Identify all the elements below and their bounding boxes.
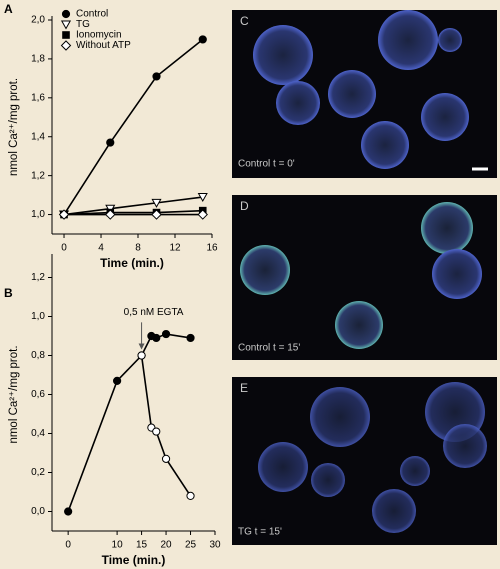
series-line (63, 196, 203, 216)
y-tick-label: 0,4 (31, 428, 45, 439)
x-tick-label: 20 (160, 540, 172, 551)
x-tick-label: 16 (206, 243, 218, 254)
series-line (67, 333, 191, 512)
y-axis-label: nmol Ca²⁺/mg prot. (8, 345, 20, 443)
marker (152, 427, 161, 436)
y-tick-label: 1,0 (31, 311, 45, 322)
y-tick-label: 0,0 (31, 506, 45, 517)
panel-label: E (240, 381, 248, 395)
marker (161, 329, 171, 339)
panel-label: B (4, 286, 13, 300)
series-line (63, 209, 203, 216)
marker (58, 209, 70, 220)
x-tick-label: 25 (185, 540, 197, 551)
legend-marker (60, 40, 72, 51)
legend-marker (60, 20, 72, 30)
y-tick-label: 1,4 (31, 131, 45, 142)
legend-marker (62, 31, 70, 39)
y-tick-label: 1,0 (31, 209, 45, 220)
marker (105, 209, 116, 220)
y-tick-label: 0,6 (31, 389, 45, 400)
marker (151, 198, 162, 208)
x-tick-label: 15 (136, 540, 148, 551)
panel-label: D (240, 199, 249, 213)
marker (151, 209, 162, 220)
marker (152, 333, 161, 343)
image-d (232, 195, 497, 360)
panel-label: C (240, 14, 249, 28)
marker (161, 454, 171, 463)
marker (186, 333, 195, 343)
series-line (63, 38, 204, 215)
marker (197, 193, 208, 203)
marker (137, 351, 146, 360)
y-tick-label: 1,2 (31, 170, 45, 181)
y-tick-label: 1,6 (31, 92, 45, 103)
x-tick-label: 4 (98, 243, 104, 254)
x-tick-label: 12 (169, 243, 181, 254)
marker (106, 138, 115, 147)
panel-label: A (4, 2, 13, 16)
legend-label: Ionomycin (76, 30, 122, 41)
image-e (232, 377, 497, 545)
panel-caption: Control t = 15' (238, 343, 300, 354)
legend-label: Without ATP (76, 40, 131, 51)
x-tick-label: 30 (209, 540, 221, 551)
y-tick-label: 2,0 (31, 15, 45, 26)
legend-label: Control (76, 9, 108, 20)
x-axis-label: Time (min.) (102, 553, 166, 567)
image-c (232, 10, 497, 178)
marker (113, 376, 122, 385)
arrow-head (138, 343, 145, 350)
y-axis-label: nmol Ca²⁺/mg prot. (8, 78, 20, 176)
marker (186, 491, 195, 500)
marker (198, 35, 207, 44)
marker (64, 507, 73, 516)
y-tick-label: 1,8 (31, 54, 45, 65)
x-tick-label: 10 (112, 540, 124, 551)
y-tick-label: 0,8 (31, 350, 45, 361)
legend-label: TG (76, 19, 90, 30)
x-tick-label: 0 (61, 243, 67, 254)
panel-caption: Control t = 0' (238, 159, 295, 170)
annotation: 0,5 nM EGTA (124, 307, 184, 318)
x-tick-label: 8 (135, 243, 141, 254)
legend-marker (61, 9, 71, 19)
marker (197, 209, 208, 220)
panel-caption: TG t = 15' (238, 527, 282, 538)
y-tick-label: 0,2 (31, 467, 45, 478)
y-tick-label: 1,2 (31, 272, 45, 283)
x-tick-label: 0 (65, 540, 71, 551)
marker (152, 72, 161, 81)
x-axis-label: Time (min.) (100, 256, 164, 270)
